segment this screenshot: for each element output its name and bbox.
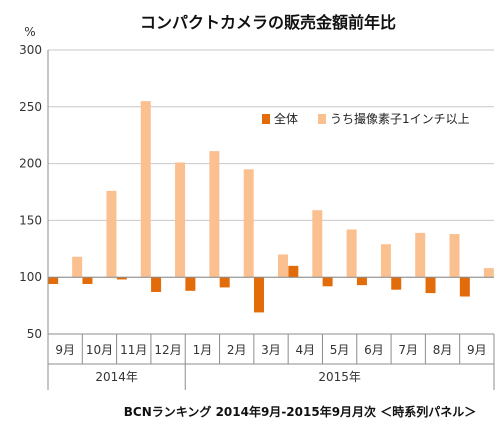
tick-labels: 50 100 150 200 250 300 9月 10月 11月 12月 1月 2月 3月 4月 5月 6月… xyxy=(19,43,487,384)
bar-total-8 xyxy=(288,265,299,278)
bar-one-inch-6 xyxy=(243,169,254,278)
y-tick-label: 300 xyxy=(19,43,42,57)
x-tick-label: 3月 xyxy=(261,343,281,357)
legend-swatch xyxy=(318,114,326,124)
x-tick-label: 7月 xyxy=(398,343,418,357)
year-label: 2015年 xyxy=(318,370,361,384)
x-tick-label: 6月 xyxy=(364,343,384,357)
bar-total-4 xyxy=(151,277,162,292)
bar-one-inch-13 xyxy=(483,268,494,278)
bar-one-inch-11 xyxy=(415,232,426,278)
x-tick-label: 11月 xyxy=(120,343,147,357)
bar-total-13 xyxy=(459,277,470,297)
y-tick-label: 250 xyxy=(19,100,42,114)
bar-one-inch-5 xyxy=(209,151,220,278)
bar-total-2 xyxy=(82,277,93,285)
bar-total-5 xyxy=(185,277,196,291)
legend-label: 全体 xyxy=(274,111,298,126)
source-note: BCNランキング 2014年9月-2015年9月月次 ＜時系列パネル＞ xyxy=(124,404,476,419)
axes xyxy=(47,50,495,390)
bar-one-inch-2 xyxy=(106,190,117,278)
bars xyxy=(48,101,494,313)
bar-total-12 xyxy=(425,277,436,294)
bar-one-inch-10 xyxy=(380,244,391,278)
bar-one-inch-12 xyxy=(449,234,460,278)
bar-total-7 xyxy=(254,277,264,313)
year-label: 2014年 xyxy=(95,370,138,384)
bar-total-1 xyxy=(48,277,59,285)
x-tick-label: 5月 xyxy=(330,343,350,357)
x-tick-label: 9月 xyxy=(467,343,487,357)
bar-one-inch-4 xyxy=(175,162,186,278)
y-tick-label: 150 xyxy=(19,213,42,227)
bar-total-10 xyxy=(356,277,367,286)
bar-one-inch-3 xyxy=(140,101,151,278)
y-axis-unit: % xyxy=(24,25,35,39)
legend-swatch xyxy=(262,114,270,124)
y-tick-label: 200 xyxy=(19,157,42,171)
bar-one-inch-7 xyxy=(278,254,288,278)
y-tick-label: 100 xyxy=(19,270,42,284)
x-tick-label: 10月 xyxy=(86,343,113,357)
legend: 全体 うち撮像素子1インチ以上 xyxy=(262,111,470,126)
chart-title: コンパクトカメラの販売金額前年比 xyxy=(140,13,396,32)
bar-one-inch-1 xyxy=(72,256,83,278)
x-tick-label: 1月 xyxy=(193,343,213,357)
x-tick-label: 12月 xyxy=(154,343,181,357)
bar-one-inch-9 xyxy=(346,229,357,278)
x-tick-label: 9月 xyxy=(55,343,75,357)
bar-total-11 xyxy=(391,277,402,290)
x-tick-label: 4月 xyxy=(295,343,315,357)
bar-total-9 xyxy=(322,277,333,287)
y-tick-label: 50 xyxy=(27,327,42,341)
x-tick-label: 2月 xyxy=(227,343,247,357)
x-tick-label: 8月 xyxy=(433,343,453,357)
bar-total-6 xyxy=(219,277,230,288)
bar-total-3 xyxy=(116,277,127,280)
legend-label: うち撮像素子1インチ以上 xyxy=(330,112,470,126)
bar-one-inch-8 xyxy=(312,210,323,278)
